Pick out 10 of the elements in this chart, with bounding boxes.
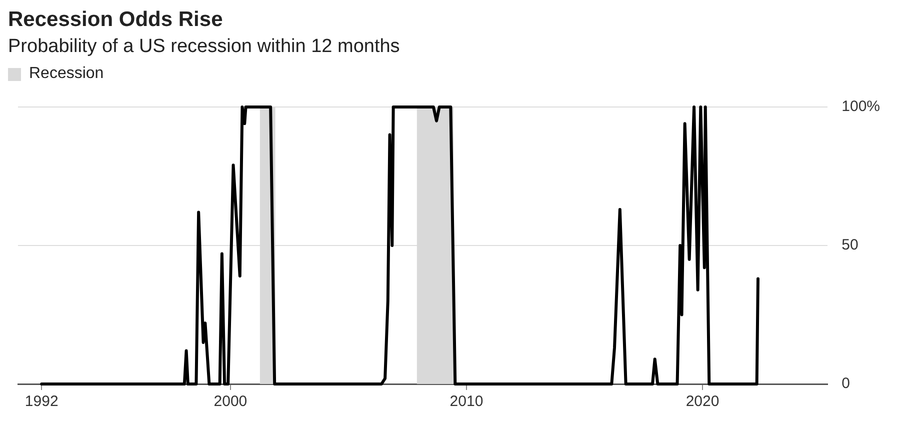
y-tick-label: 50: [842, 236, 858, 254]
x-tick-label: 2010: [450, 393, 484, 410]
chart-title: Recession Odds Rise: [8, 8, 224, 32]
x-tick-label: 1992: [24, 393, 58, 410]
y-tick-label: 100%: [842, 98, 880, 116]
chart-subtitle: Probability of a US recession within 12 months: [8, 36, 401, 58]
x-tick-label: 2000: [214, 393, 248, 410]
y-tick-label: 0: [842, 375, 850, 392]
x-tick-label: 2020: [686, 393, 720, 410]
legend-label: Recession: [29, 65, 104, 83]
